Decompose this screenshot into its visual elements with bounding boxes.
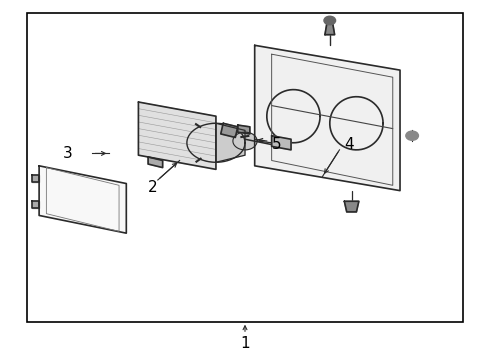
Polygon shape [238, 125, 250, 134]
Polygon shape [221, 123, 238, 138]
Text: 1: 1 [240, 336, 250, 351]
Text: 5: 5 [271, 137, 281, 152]
Polygon shape [325, 21, 335, 35]
Polygon shape [267, 90, 320, 143]
Polygon shape [148, 157, 163, 168]
Polygon shape [344, 201, 359, 212]
Polygon shape [39, 166, 126, 233]
Polygon shape [216, 123, 245, 162]
Text: 3: 3 [63, 146, 73, 161]
Circle shape [406, 131, 418, 140]
Polygon shape [32, 175, 39, 182]
Polygon shape [330, 97, 383, 150]
Polygon shape [271, 136, 291, 150]
Polygon shape [233, 132, 257, 150]
Bar [27, 13, 463, 322]
Polygon shape [32, 201, 39, 208]
Polygon shape [138, 102, 216, 169]
Circle shape [324, 16, 336, 25]
Text: 2: 2 [148, 180, 158, 195]
Text: 4: 4 [344, 137, 354, 152]
Polygon shape [255, 45, 400, 191]
